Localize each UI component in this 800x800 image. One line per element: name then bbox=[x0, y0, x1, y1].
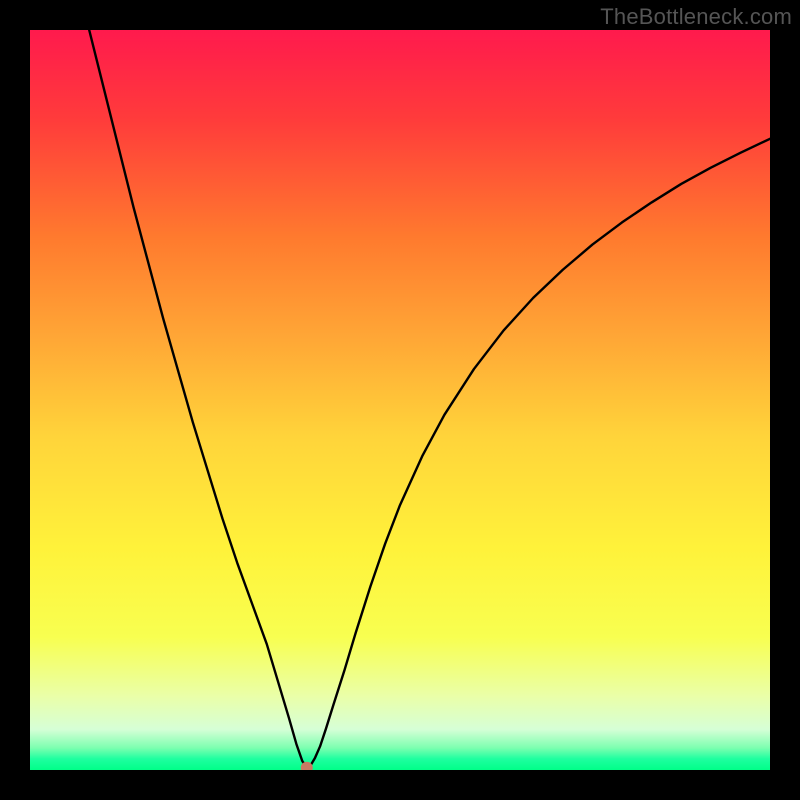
watermark-text: TheBottleneck.com bbox=[600, 4, 792, 30]
plot-area bbox=[30, 30, 770, 770]
chart-svg bbox=[30, 30, 770, 770]
gradient-background bbox=[30, 30, 770, 770]
chart-frame: TheBottleneck.com bbox=[0, 0, 800, 800]
